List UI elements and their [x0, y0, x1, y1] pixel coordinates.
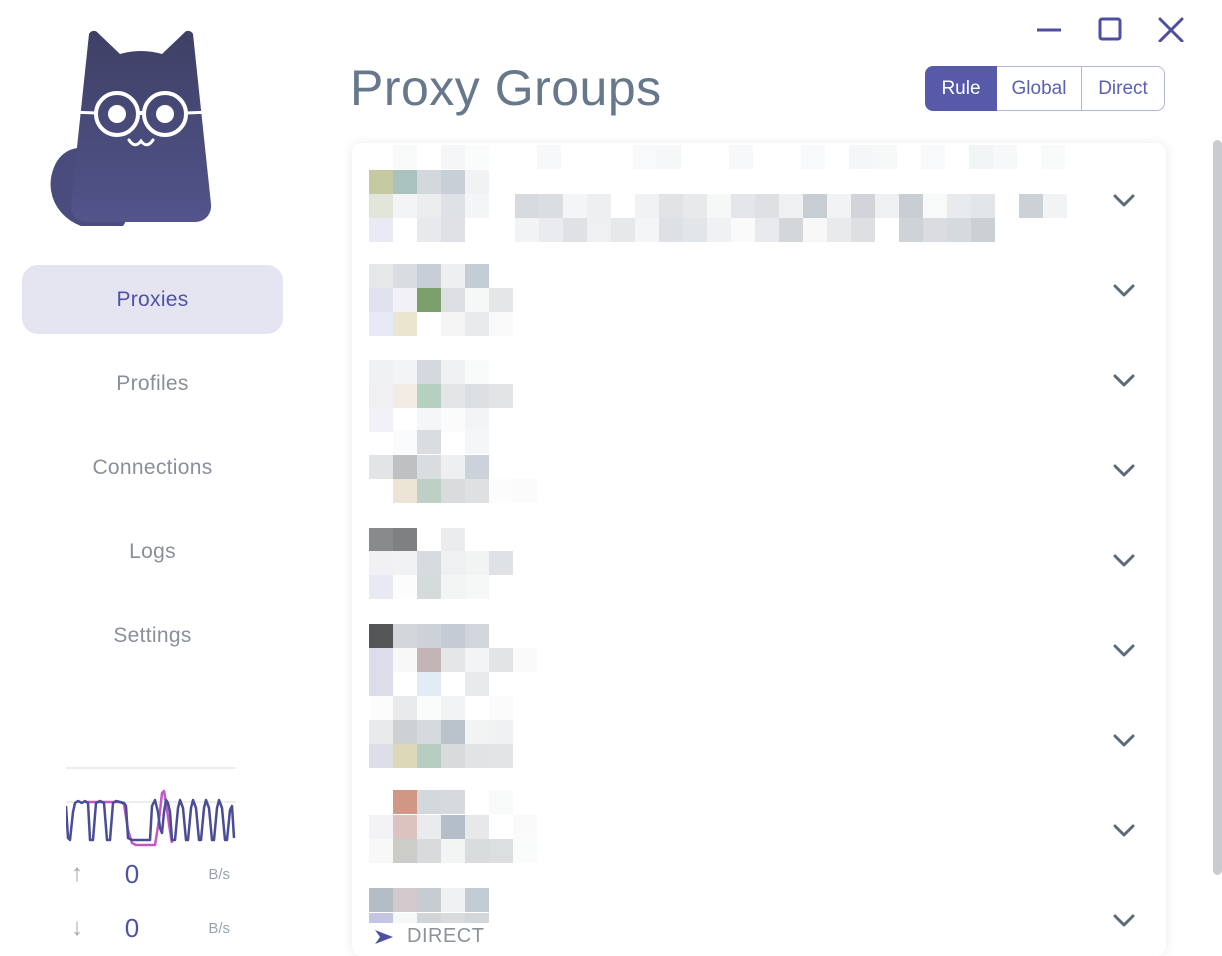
censored-mosaic-line: [369, 455, 489, 479]
direct-arrow-icon: [375, 929, 393, 944]
proxy-group-row[interactable]: [352, 413, 1166, 503]
upload-speed-unit: B/s: [208, 865, 230, 883]
mode-button-direct[interactable]: Direct: [1082, 66, 1165, 111]
censored-mosaic-line: [369, 288, 513, 312]
censored-mosaic-line: [369, 815, 537, 839]
chevron-down-icon[interactable]: [1112, 824, 1136, 838]
window-controls: [1034, 14, 1206, 48]
chevron-down-icon[interactable]: [1112, 464, 1136, 478]
cat-glasses: [69, 91, 213, 137]
censored-mosaic-line: [369, 888, 489, 912]
upload-speed-value: 0: [124, 858, 140, 889]
censored-mosaic-line: [369, 790, 513, 814]
chevron-down-icon[interactable]: [1112, 644, 1136, 658]
censored-mosaic-line: [369, 312, 513, 336]
chevron-down-icon[interactable]: [1112, 284, 1136, 298]
censored-mosaic-line: [369, 648, 537, 672]
proxy-node-label: DIRECT: [407, 925, 485, 947]
proxy-node-direct[interactable]: DIRECT: [375, 925, 484, 948]
proxy-groups-card: DIRECT: [352, 143, 1166, 956]
cat-logo: [50, 30, 213, 226]
page-title: Proxy Groups: [350, 60, 662, 116]
sidebar-item-profiles[interactable]: Profiles: [116, 371, 189, 395]
censored-mosaic-line: [369, 194, 489, 218]
proxy-group-row[interactable]: [352, 143, 1166, 242]
chevron-down-icon[interactable]: [1112, 914, 1136, 928]
chevron-down-icon[interactable]: [1112, 734, 1136, 748]
up-arrow-icon: ↑: [71, 860, 83, 887]
proxy-group-row[interactable]: [352, 503, 1166, 599]
censored-mosaic-line: [369, 672, 489, 696]
censored-mosaic-line: [369, 479, 537, 503]
proxy-group-row[interactable]: [352, 773, 1166, 863]
minimize-icon[interactable]: [1034, 14, 1062, 42]
censored-mosaic-line: [369, 624, 489, 648]
mode-toggle: Rule Global Direct: [925, 66, 1165, 111]
proxy-group-row[interactable]: [352, 593, 1166, 696]
censored-mosaic-line: [515, 194, 1067, 218]
censored-mosaic-line: [369, 170, 489, 194]
chevron-down-icon[interactable]: [1112, 554, 1136, 568]
censored-mosaic-line: [369, 430, 489, 454]
traffic-graph: [66, 767, 236, 847]
cat-mouth: [127, 138, 155, 147]
censored-mosaic-line: [369, 264, 489, 288]
proxy-group-row[interactable]: [352, 683, 1166, 773]
censored-mosaic-line: [515, 218, 995, 242]
proxy-group-row[interactable]: [352, 863, 1166, 953]
censored-mosaic-line: [369, 720, 513, 744]
sidebar-item-connections[interactable]: Connections: [92, 455, 213, 479]
traffic-upload-row: ↑ 0 B/s: [60, 858, 245, 890]
sidebar-item-proxies[interactable]: Proxies: [22, 265, 283, 334]
traffic-download-row: ↓ 0 B/s: [60, 912, 245, 944]
censored-mosaic-line: [369, 218, 465, 242]
censored-mosaic-line: [369, 696, 513, 720]
close-icon[interactable]: [1156, 14, 1184, 42]
download-speed-unit: B/s: [208, 919, 230, 937]
censored-mosaic-line: [369, 839, 537, 863]
proxy-group-row[interactable]: [352, 323, 1166, 432]
scrollbar-thumb[interactable]: [1213, 140, 1222, 875]
traffic-line-secondary: [85, 789, 174, 847]
censored-mosaic-line: [369, 528, 465, 552]
censored-mosaic-line: [369, 744, 513, 768]
mode-button-global[interactable]: Global: [997, 66, 1082, 111]
censored-mosaic-line: [369, 913, 489, 923]
sidebar-item-settings[interactable]: Settings: [113, 623, 192, 647]
censored-mosaic-line: [369, 408, 489, 432]
cat-body: [70, 30, 212, 223]
sidebar-nav: Proxies Profiles Connections Logs Settings: [22, 265, 283, 685]
censored-mosaic-line: [369, 575, 489, 599]
sidebar-item-logs[interactable]: Logs: [129, 539, 176, 563]
proxy-group-row[interactable]: [352, 233, 1166, 336]
censored-mosaic-line: [369, 360, 489, 384]
maximize-icon[interactable]: [1096, 14, 1124, 42]
censored-mosaic-line: [369, 384, 513, 408]
censored-mosaic-line: [369, 145, 1065, 169]
chevron-down-icon[interactable]: [1112, 374, 1136, 388]
traffic-line-primary: [66, 798, 236, 842]
chevron-down-icon[interactable]: [1112, 194, 1136, 208]
mode-button-rule[interactable]: Rule: [925, 66, 997, 111]
down-arrow-icon: ↓: [71, 914, 83, 941]
censored-mosaic-line: [369, 551, 513, 575]
download-speed-value: 0: [124, 912, 140, 943]
